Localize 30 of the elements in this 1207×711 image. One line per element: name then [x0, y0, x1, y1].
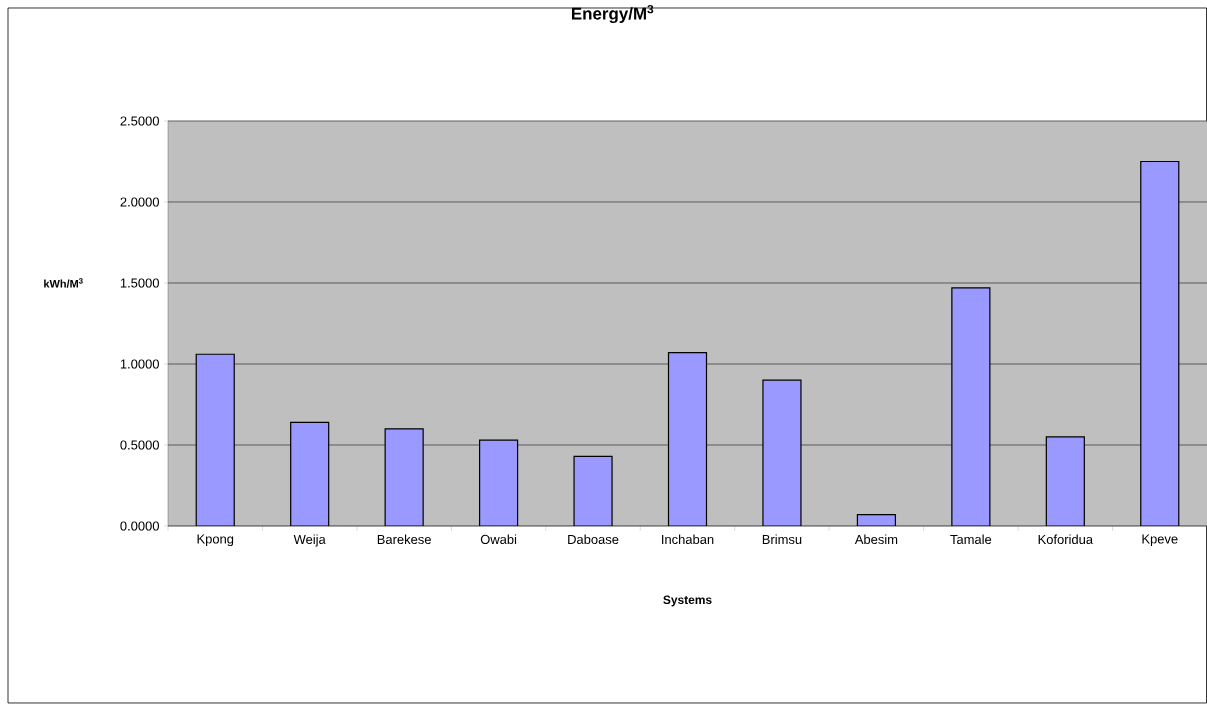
x-tick-label: Kpeve	[1142, 534, 1178, 547]
y-axis-title: kWh/M$^{3}$	[44, 278, 83, 288]
bar	[1045, 436, 1085, 526]
x-tick-label: Owabi	[480, 534, 517, 545]
y-tick-label: 2.0000	[120, 197, 159, 207]
bar	[951, 287, 991, 526]
y-tick-label: 0.5000	[120, 440, 159, 450]
y-tick-label: 1.5000	[120, 278, 159, 288]
x-tick-label: Weija	[293, 534, 326, 547]
chart-title: Energy/M$^{3}$	[571, 4, 654, 24]
x-axis-title: Systems	[663, 595, 712, 607]
bar	[479, 439, 519, 526]
bar	[195, 353, 235, 526]
x-tick-label: Tamale	[950, 534, 992, 545]
y-tick-label: 1.0000	[120, 359, 159, 369]
y-tick-label: 2.5000	[120, 116, 159, 126]
bar	[667, 352, 708, 526]
bar	[384, 428, 424, 526]
bar	[290, 421, 330, 526]
x-tick-label: Brimsu	[762, 534, 802, 545]
bar	[573, 455, 613, 526]
bar	[1140, 160, 1180, 526]
x-tick-label: Inchaban	[662, 534, 714, 545]
y-tick-label: 0.0000	[120, 521, 159, 531]
x-tick-label: Barekese	[377, 534, 431, 545]
x-tick-label: Abesim	[854, 534, 898, 545]
bar	[762, 379, 802, 526]
x-tick-label: Kpong	[197, 534, 234, 547]
x-tick-label: Koforidua	[1038, 534, 1094, 545]
x-tick-label: Daboase	[568, 534, 619, 545]
